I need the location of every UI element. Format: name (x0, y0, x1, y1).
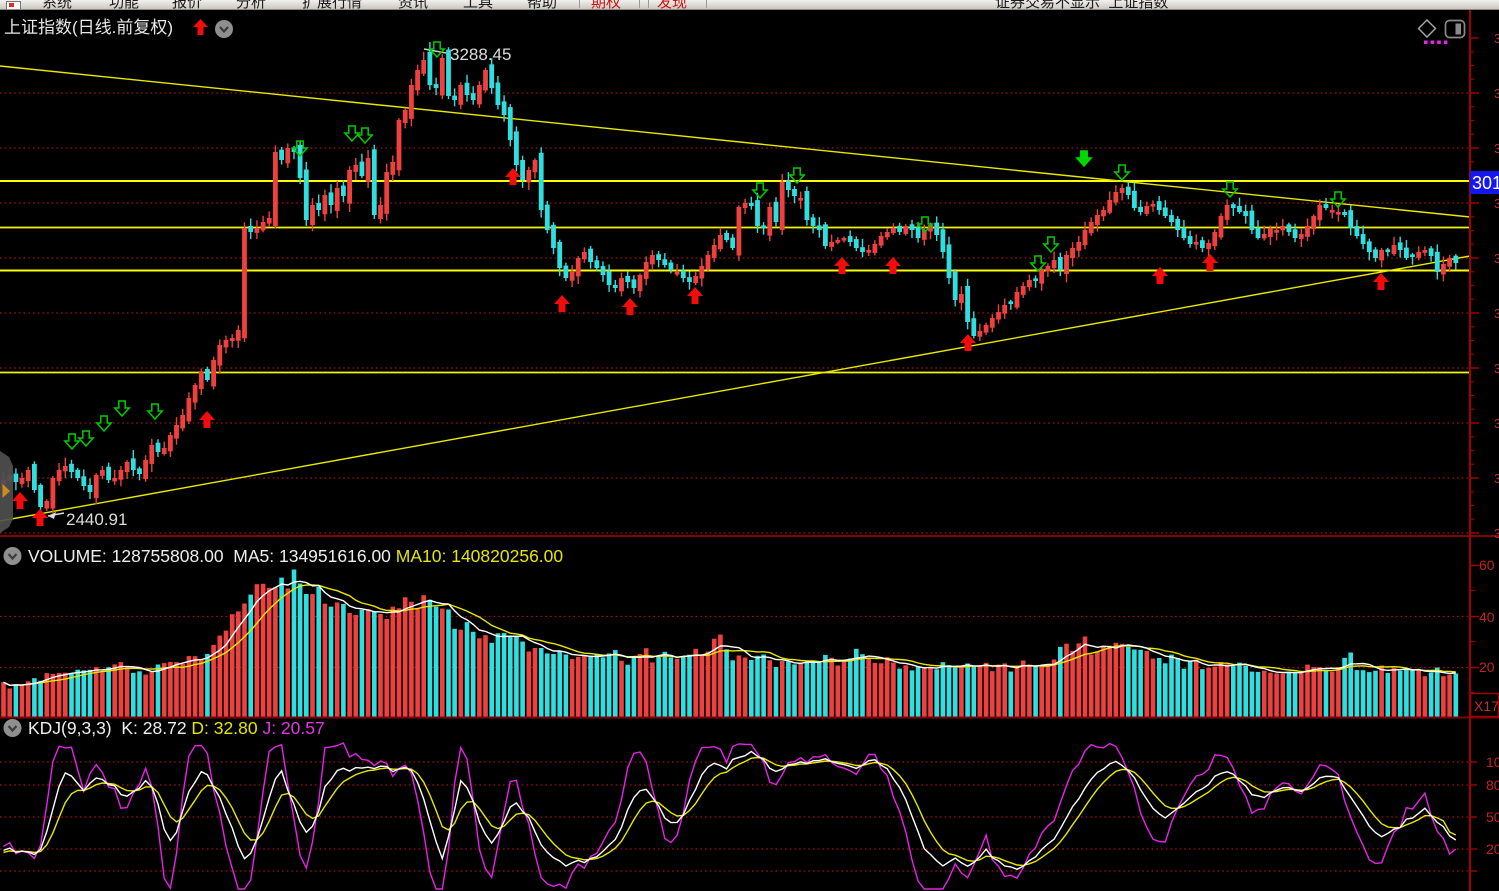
svg-text:100: 100 (1486, 754, 1499, 770)
svg-text:X17: X17 (1474, 698, 1499, 714)
svg-text:VOLUME: 128755808.00 MA5: 134: VOLUME: 128755808.00 MA5: 134951616.00 M… (28, 546, 563, 566)
svg-text:30: 30 (1494, 416, 1499, 431)
svg-text:2440.91: 2440.91 (66, 510, 127, 529)
svg-text:30: 30 (1494, 526, 1499, 541)
svg-text:20: 20 (1486, 841, 1499, 857)
svg-text:80: 80 (1486, 777, 1499, 793)
svg-text:30: 30 (1494, 361, 1499, 376)
svg-text:30: 30 (1494, 31, 1499, 46)
svg-text:20: 20 (1479, 659, 1495, 675)
svg-text:30: 30 (1494, 306, 1499, 321)
svg-text:30: 30 (1494, 471, 1499, 486)
svg-text:30: 30 (1494, 86, 1499, 101)
svg-text:50: 50 (1486, 809, 1499, 825)
svg-text:30: 30 (1494, 196, 1499, 211)
svg-text:KDJ(9,3,3) K: 28.72 D: 32.80: KDJ(9,3,3) K: 28.72 D: 32.80 J: 20.57 (28, 718, 325, 738)
svg-text:上证指数(日线.前复权): 上证指数(日线.前复权) (4, 18, 173, 37)
svg-text:40: 40 (1479, 609, 1495, 625)
svg-text:3018: 3018 (1472, 173, 1499, 193)
svg-text:60: 60 (1479, 557, 1495, 573)
svg-text:30: 30 (1494, 141, 1499, 156)
svg-text:30: 30 (1494, 251, 1499, 266)
svg-text:3288.45: 3288.45 (450, 45, 511, 64)
